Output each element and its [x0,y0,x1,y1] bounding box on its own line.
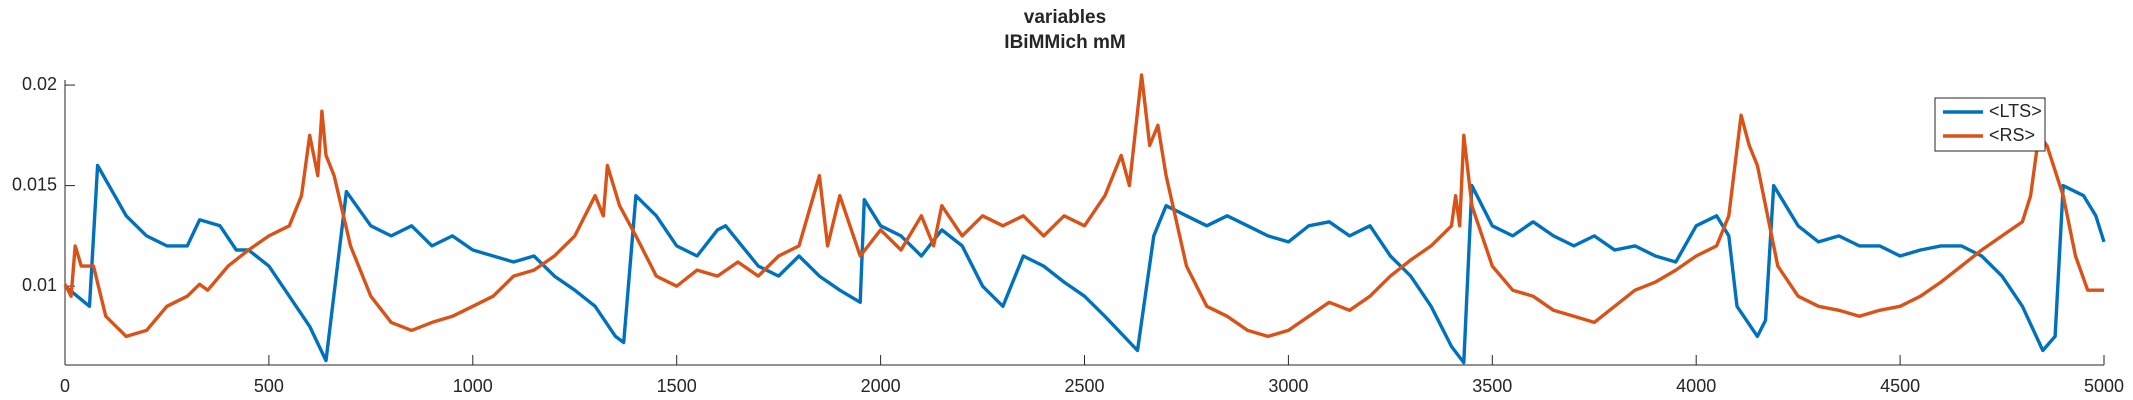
line-series [63,163,2106,365]
legend-label: <RS> [1989,125,2035,145]
x-tick-label: 3000 [1268,376,1308,396]
x-tick-label: 2000 [861,376,901,396]
y-tick-label: 0.02 [22,74,57,94]
x-tick-label: 3500 [1472,376,1512,396]
x-tick-label: 1000 [453,376,493,396]
x-tick-label: 5000 [2084,376,2124,396]
x-tick-label: 1500 [657,376,697,396]
legend-label: <LTS> [1989,101,2042,121]
legend: <LTS> <RS> [1934,97,2046,152]
y-tick-label: 0.015 [12,174,57,194]
chart-title: variables [1024,7,1106,28]
x-tick-label: 0 [60,376,70,396]
line-series [63,73,2104,339]
x-tick-label: 4500 [1880,376,1920,396]
x-tick-label: 2500 [1064,376,1104,396]
x-tick-label: 4000 [1676,376,1716,396]
y-tick-label: 0.01 [22,275,57,295]
chart-subtitle: IBiMMich mM [1004,32,1125,53]
x-tick-label: 500 [254,376,284,396]
legend-box [1934,97,2046,152]
